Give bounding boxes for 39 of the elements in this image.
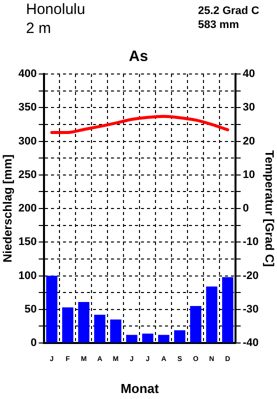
y2-tick-label: -10 xyxy=(242,236,259,248)
y-axis-title: Niederschlag [mm] xyxy=(0,154,15,263)
y2-tick-label: -30 xyxy=(242,303,259,316)
bar xyxy=(174,330,186,342)
bar xyxy=(62,307,74,342)
y-tick-label: 0 xyxy=(30,337,37,350)
bar xyxy=(190,306,202,342)
text: 583 mm xyxy=(198,19,240,31)
text: 2 m xyxy=(26,20,52,37)
y-tick-label: 150 xyxy=(18,236,37,248)
bar xyxy=(110,319,122,342)
bar xyxy=(46,276,58,342)
bar xyxy=(142,334,154,342)
y-tick-label: 400 xyxy=(18,68,37,80)
bar xyxy=(78,302,90,342)
text: 25.2 Grad C xyxy=(198,5,260,17)
y-tick-label: 350 xyxy=(18,102,37,114)
y2-tick-label: 30 xyxy=(242,102,255,114)
y-tick-label: 300 xyxy=(18,135,37,148)
bar xyxy=(206,286,218,342)
y2-tick-label: 40 xyxy=(242,68,255,80)
y2-tick-label: 20 xyxy=(242,135,255,148)
bar xyxy=(158,334,170,342)
y-tick-label: 50 xyxy=(24,303,37,316)
bar xyxy=(94,314,106,342)
chart-title: As xyxy=(128,48,148,66)
y2-tick-label: -20 xyxy=(242,270,259,282)
y-tick-label: 200 xyxy=(18,202,37,215)
y2-tick-label: -40 xyxy=(242,337,259,350)
line-series xyxy=(50,114,230,134)
y-tick-label: 250 xyxy=(18,168,37,181)
bar xyxy=(126,334,138,342)
y2-tick-label: 0 xyxy=(242,202,249,215)
y2-axis-title: Temperatur [Grad C] xyxy=(262,150,276,267)
y-tick-label: 100 xyxy=(18,270,37,282)
text: Honolulu xyxy=(26,1,86,18)
y2-tick-label: 10 xyxy=(242,168,255,181)
bar xyxy=(222,277,234,342)
x-axis-title: Monat xyxy=(120,380,160,396)
